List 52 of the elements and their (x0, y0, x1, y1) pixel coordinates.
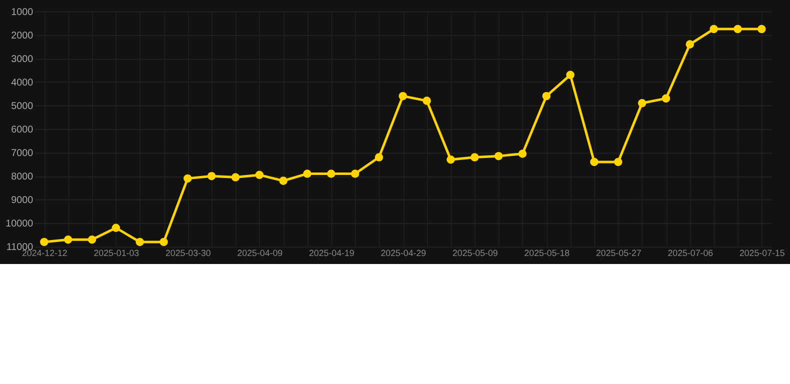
point (231, 173, 240, 182)
point (734, 24, 742, 34)
point (710, 24, 718, 34)
y-tick-label: 3000 (11, 54, 34, 65)
point (184, 174, 192, 183)
point (446, 156, 455, 164)
y-tick-label: 1000 (11, 6, 34, 18)
x-tick-label: 2025-07-06 (668, 248, 714, 258)
y-tick-label: 10000 (6, 218, 34, 230)
point (207, 172, 216, 180)
point (470, 153, 479, 162)
point (614, 158, 622, 166)
point (422, 96, 431, 105)
point (160, 238, 168, 246)
point (64, 236, 72, 244)
y-tick-label: 5000 (11, 100, 34, 112)
y-tick-label: 8000 (11, 172, 34, 183)
x-tick-label: 2025-01-03 (94, 248, 140, 258)
y-tick-label: 2000 (11, 30, 34, 42)
x-tick-label: 2025-05-18 (524, 248, 570, 258)
point (40, 238, 48, 246)
point (136, 238, 144, 246)
point (255, 170, 264, 180)
x-tick-label: 2025-04-09 (237, 248, 283, 258)
x-tick-label: 2025-04-19 (308, 248, 354, 258)
point (566, 70, 574, 80)
y-tick-label: 6000 (11, 124, 34, 136)
point (542, 92, 551, 100)
y-tick-label: 4000 (11, 77, 34, 88)
point (518, 150, 527, 158)
point (398, 92, 408, 100)
point (112, 224, 120, 232)
y-tick-label: 7000 (11, 148, 34, 160)
point (590, 158, 598, 166)
x-tick-label: 2025-05-27 (596, 248, 642, 258)
point (662, 94, 670, 103)
x-tick-label: 2025-04-29 (380, 248, 426, 258)
point (88, 236, 96, 244)
point (638, 99, 646, 108)
x-tick-label: 2025-07-15 (739, 248, 785, 258)
y-tick-label: 9000 (11, 195, 34, 206)
point (303, 170, 312, 178)
point (494, 152, 503, 160)
point (374, 153, 384, 162)
x-tick-label: 2025-05-09 (452, 248, 498, 258)
point (327, 170, 336, 178)
point (279, 176, 288, 185)
point (686, 40, 694, 48)
x-tick-label: 2024-12-12 (22, 248, 68, 258)
point (758, 24, 766, 34)
point (350, 170, 360, 178)
x-tick-label: 2025-03-30 (165, 248, 211, 258)
